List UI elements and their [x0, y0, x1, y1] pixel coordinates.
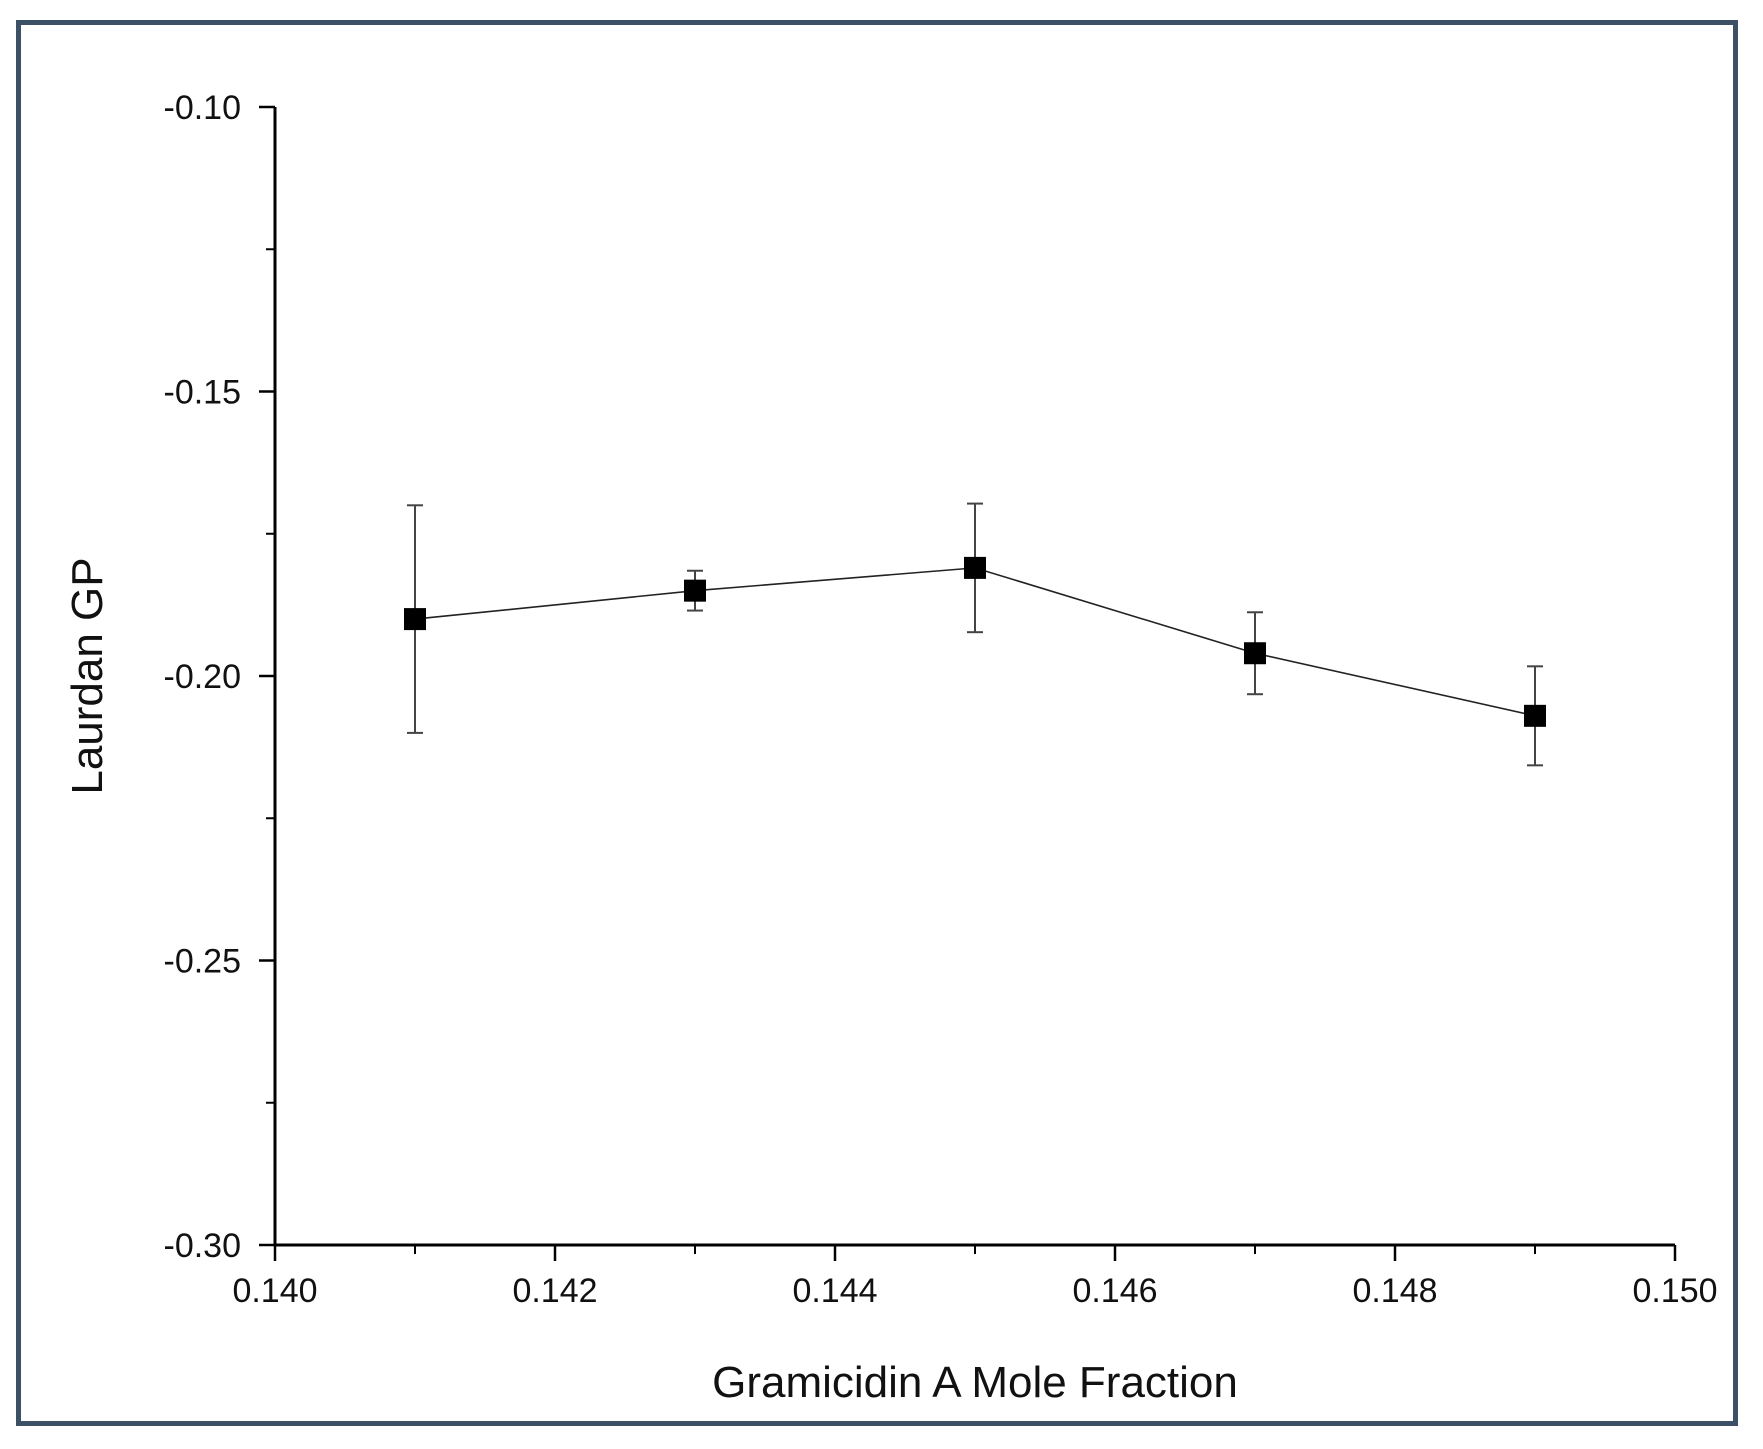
x-axis-title: Gramicidin A Mole Fraction: [712, 1358, 1238, 1407]
y-tick-label: -0.25: [164, 943, 242, 981]
series: [404, 502, 1546, 767]
x-tick-label: 0.140: [232, 1272, 317, 1310]
x-tick-label: 0.144: [792, 1272, 877, 1310]
data-point: [1524, 704, 1546, 727]
data-point: [404, 608, 426, 631]
figure-frame: [16, 20, 1738, 1426]
x-tick-label: 0.150: [1632, 1272, 1717, 1310]
y-tick-label: -0.20: [164, 658, 242, 696]
x-tick-label: 0.146: [1072, 1272, 1157, 1310]
y-tick-label: -0.30: [164, 1227, 242, 1265]
data-point: [964, 556, 986, 579]
y-ticks: -0.10 -0.15 -0.20 -0.25 -0.30: [164, 89, 275, 1265]
y-tick-label: -0.15: [164, 374, 242, 412]
y-axis-title: Laurdan GP: [63, 557, 112, 794]
data-point: [684, 579, 706, 602]
axes: [273, 107, 1675, 1247]
data-point: [1244, 642, 1266, 665]
x-tick-label: 0.148: [1352, 1272, 1437, 1310]
x-ticks: 0.140 0.142 0.144 0.146 0.148 0.150: [232, 1245, 1718, 1310]
x-tick-label: 0.142: [512, 1272, 597, 1310]
y-tick-label: -0.10: [164, 89, 242, 127]
